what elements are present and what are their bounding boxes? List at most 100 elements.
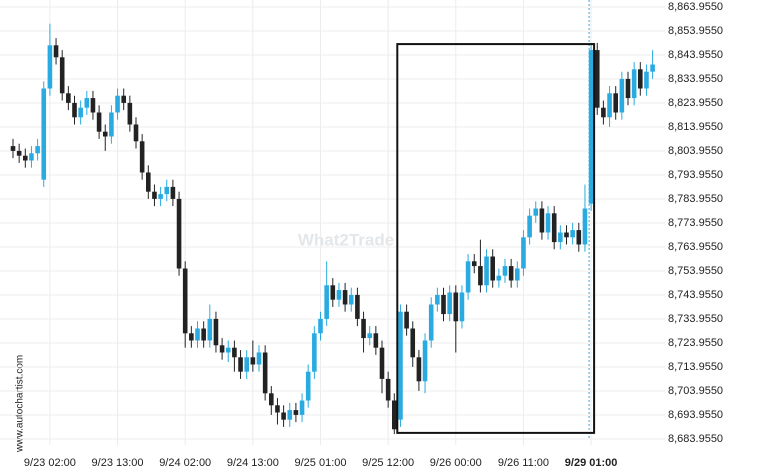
- x-tick-label: 9/26 11:00: [498, 457, 549, 469]
- candle-body: [164, 186, 170, 195]
- y-tick-label: 8,763.9550: [668, 241, 723, 253]
- candle-body: [23, 155, 28, 161]
- x-tick-label: 9/29 01:00: [565, 457, 618, 469]
- candle-body: [410, 328, 416, 358]
- x-tick-label: 9/24 13:00: [227, 457, 279, 469]
- candle-body: [342, 290, 348, 305]
- candle-body: [127, 102, 133, 125]
- candle-body: [638, 69, 643, 89]
- candle-body: [484, 256, 489, 286]
- candle-body: [182, 268, 188, 334]
- candle-body: [594, 50, 600, 108]
- candle-body: [312, 333, 317, 372]
- y-tick-label: 8,803.9550: [668, 145, 723, 157]
- candle-body: [582, 208, 588, 245]
- candle-body: [90, 98, 96, 113]
- candle-body: [355, 294, 360, 319]
- candle-body: [78, 107, 83, 118]
- candle-body: [361, 318, 366, 339]
- x-tick-label: 9/25 01:00: [295, 457, 347, 469]
- candle-body: [570, 230, 575, 238]
- candle-body: [84, 98, 90, 108]
- candle-body: [521, 237, 526, 269]
- candle-body: [238, 357, 243, 372]
- candle-body: [35, 146, 40, 154]
- x-tick-label: 9/26 00:00: [430, 457, 482, 469]
- y-tick-label: 8,753.9550: [668, 265, 723, 277]
- y-tick-label: 8,813.9550: [668, 121, 723, 133]
- candle-body: [324, 285, 329, 319]
- y-tick-label: 8,683.9550: [668, 433, 723, 445]
- candle-body: [496, 275, 502, 281]
- y-tick-label: 8,853.9550: [668, 25, 723, 37]
- range-box: [396, 43, 596, 434]
- candle-body: [588, 50, 594, 204]
- candle-body: [158, 194, 163, 199]
- candle-body: [465, 261, 471, 293]
- candle-body: [225, 347, 231, 353]
- candle-body: [41, 88, 47, 180]
- candle-body: [109, 112, 114, 137]
- candle-body: [102, 131, 108, 137]
- candle-body: [551, 213, 557, 243]
- candle-body: [201, 328, 206, 341]
- candle-body: [392, 400, 397, 430]
- candle-body: [189, 333, 194, 341]
- candle-body: [619, 78, 625, 113]
- x-tick-label: 9/23 13:00: [92, 457, 144, 469]
- candle-body: [96, 112, 102, 132]
- candle-body: [269, 393, 274, 406]
- candle-body: [422, 340, 428, 382]
- candle-body: [152, 191, 157, 199]
- candle-body: [336, 290, 342, 300]
- candle-body: [650, 64, 655, 72]
- candle-body: [367, 333, 372, 339]
- candle-body: [471, 261, 477, 267]
- y-tick-label: 8,693.9550: [668, 409, 723, 421]
- x-tick-label: 9/24 02:00: [159, 457, 211, 469]
- candle-body: [539, 208, 545, 233]
- candle-body: [478, 266, 483, 286]
- x-tick-label: 9/25 12:00: [362, 457, 414, 469]
- candle-body: [576, 230, 582, 245]
- candle-body: [29, 153, 34, 161]
- candle-body: [330, 285, 336, 300]
- candle-body: [293, 410, 299, 415]
- candle-body: [250, 357, 256, 365]
- y-tick-label: 8,783.9550: [668, 193, 723, 205]
- candle-body: [385, 378, 391, 401]
- candle-body: [275, 405, 280, 413]
- candle-body: [625, 78, 631, 99]
- candle-body: [244, 357, 249, 372]
- candle-body: [441, 294, 446, 315]
- candle-body: [115, 95, 120, 113]
- candle-body: [373, 333, 379, 348]
- candle-body: [348, 294, 354, 305]
- candle-body: [545, 213, 551, 233]
- candle-body: [416, 357, 422, 382]
- candle-body: [47, 45, 53, 89]
- candle-body: [527, 215, 532, 238]
- candle-body: [435, 294, 440, 305]
- candle-body: [213, 318, 219, 346]
- y-tick-label: 8,743.9550: [668, 289, 723, 301]
- candle-body: [16, 150, 22, 156]
- candle-body: [66, 93, 71, 103]
- candle-body: [379, 347, 385, 379]
- y-tick-label: 8,713.9550: [668, 361, 723, 373]
- candle-body: [404, 311, 409, 329]
- y-tick-label: 8,723.9550: [668, 337, 723, 349]
- candle-body: [195, 328, 200, 341]
- candle-body: [176, 198, 182, 269]
- candle-body: [508, 266, 514, 281]
- candle-body: [219, 345, 225, 353]
- watermark: What2Trade: [298, 230, 394, 249]
- source-label: www.autochartist.com: [15, 355, 26, 453]
- candle-body: [607, 93, 612, 118]
- y-tick-label: 8,863.9550: [668, 1, 723, 13]
- candle-body: [601, 107, 606, 118]
- candle-body: [453, 292, 459, 322]
- candle-body: [139, 141, 145, 173]
- y-tick-label: 8,793.9550: [668, 169, 723, 181]
- candle-body: [256, 352, 262, 365]
